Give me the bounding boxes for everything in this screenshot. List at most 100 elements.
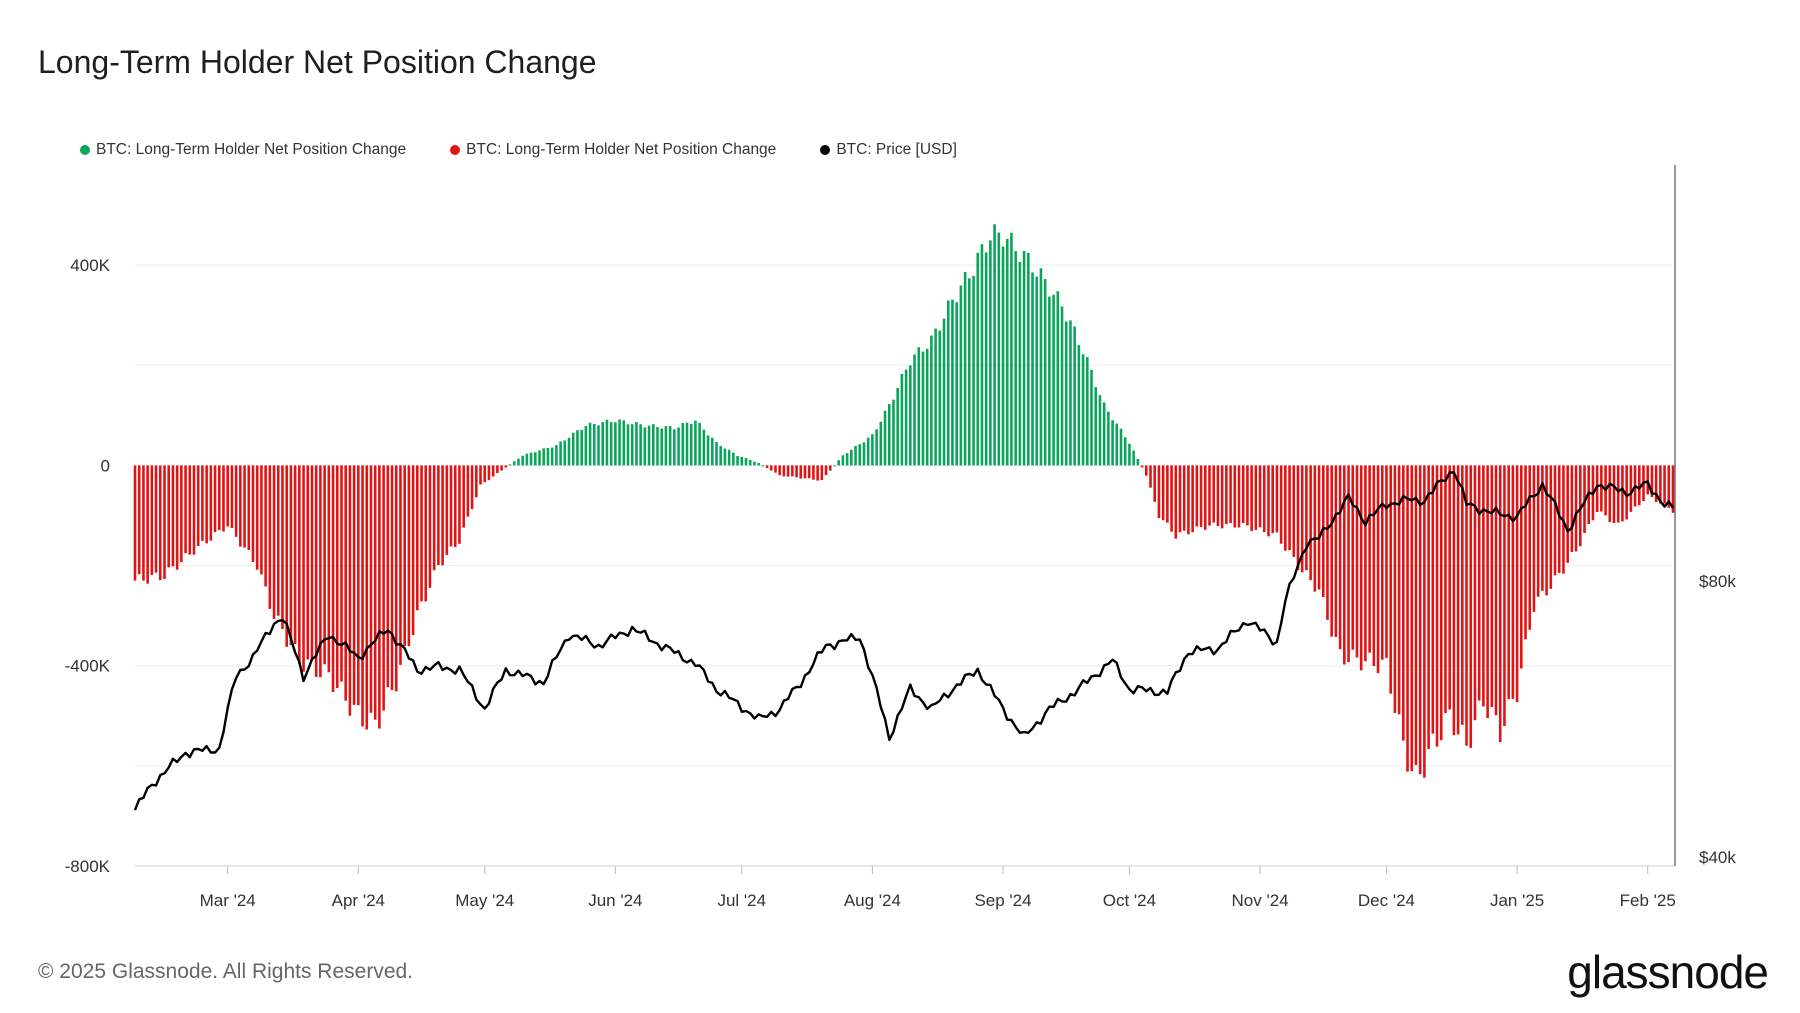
- bar-mark: [959, 285, 963, 466]
- x-tick-label: Sep '24: [974, 891, 1031, 910]
- bar-mark: [222, 465, 225, 532]
- bar-mark: [1444, 465, 1447, 714]
- bar-mark: [1220, 465, 1224, 529]
- bar-mark: [154, 465, 158, 573]
- bar-mark: [1326, 465, 1329, 620]
- y-tick-label-left: 0: [101, 456, 110, 475]
- bar-mark: [1174, 465, 1178, 539]
- bar-mark: [736, 455, 739, 466]
- bar-mark: [833, 465, 836, 467]
- bar-mark: [685, 422, 689, 466]
- bar-mark: [441, 465, 444, 566]
- bar-mark: [795, 465, 798, 478]
- bar-mark: [1056, 291, 1060, 466]
- bar-mark: [761, 465, 765, 467]
- legend-item-lth-negative[interactable]: BTC: Long-Term Holder Net Position Chang…: [450, 141, 776, 159]
- price-line: [133, 471, 1675, 811]
- bar-mark: [845, 453, 849, 466]
- bar-mark: [1578, 465, 1582, 547]
- bar-mark: [1385, 465, 1388, 658]
- bar-mark: [302, 465, 305, 672]
- bar-mark: [264, 465, 267, 587]
- bar-mark: [281, 465, 284, 630]
- bar-mark: [841, 455, 845, 466]
- bar-mark: [1503, 465, 1506, 727]
- bar-mark: [171, 465, 175, 567]
- bar-mark: [357, 465, 360, 706]
- bar-mark: [765, 465, 769, 468]
- bar-mark: [1149, 465, 1152, 488]
- bar-mark: [1090, 369, 1093, 466]
- bar-mark: [1161, 465, 1165, 521]
- bar-mark: [921, 351, 925, 466]
- bar-mark: [879, 421, 883, 466]
- bar-mark: [618, 419, 621, 466]
- bar-mark: [1330, 465, 1333, 637]
- bar-mark: [563, 440, 567, 466]
- bar-mark: [580, 429, 583, 466]
- bar-mark: [272, 465, 276, 619]
- bar-mark: [803, 465, 807, 479]
- bar-mark: [411, 465, 415, 636]
- bar-mark: [1364, 465, 1367, 662]
- bar-mark: [651, 424, 655, 466]
- bar-mark: [719, 446, 723, 466]
- bar-mark: [984, 252, 988, 466]
- bar-mark: [428, 465, 432, 588]
- bar-mark: [925, 348, 929, 466]
- bar-mark: [1170, 465, 1173, 532]
- bar-mark: [904, 369, 908, 466]
- bar-mark: [1031, 272, 1034, 466]
- bar-mark: [1233, 465, 1237, 528]
- bar-mark: [972, 275, 975, 466]
- bar-mark: [559, 441, 562, 466]
- bar-mark: [310, 465, 314, 660]
- legend-item-lth-positive[interactable]: BTC: Long-Term Holder Net Position Chang…: [80, 141, 406, 159]
- bar-mark: [1043, 279, 1047, 466]
- bar-mark: [727, 449, 731, 466]
- bar-mark: [807, 465, 811, 479]
- bar-mark: [1663, 465, 1666, 504]
- bar-mark: [1262, 465, 1266, 533]
- bar-mark: [668, 426, 672, 466]
- bar-mark: [976, 252, 980, 466]
- bar-mark: [1406, 465, 1409, 772]
- bar-mark: [163, 465, 166, 579]
- bar-mark: [146, 465, 149, 584]
- bar-mark: [394, 465, 398, 692]
- bar-mark: [458, 465, 461, 544]
- bar-mark: [1267, 465, 1270, 537]
- bar-mark: [1048, 296, 1051, 466]
- legend-item-price[interactable]: BTC: Price [USD]: [820, 141, 957, 159]
- bar-mark: [1368, 465, 1371, 653]
- bar-mark: [576, 430, 579, 466]
- bar-mark: [1052, 294, 1055, 466]
- bar-mark: [748, 459, 752, 466]
- bar-mark: [373, 465, 377, 720]
- bar-mark: [1423, 465, 1426, 778]
- bar-mark: [1397, 465, 1401, 715]
- bar-mark: [702, 429, 706, 466]
- copyright-footer: © 2025 Glassnode. All Rights Reserved.: [38, 960, 414, 983]
- bar-mark: [1140, 465, 1144, 468]
- bar-mark: [635, 421, 638, 466]
- bar-mark: [538, 450, 541, 466]
- bar-mark: [989, 240, 992, 466]
- bar-mark: [896, 388, 899, 466]
- bar-mark: [626, 424, 630, 466]
- bar-mark: [706, 435, 710, 466]
- bar-mark: [1321, 465, 1325, 598]
- bar-mark: [1553, 465, 1557, 576]
- bar-mark: [837, 460, 840, 466]
- bar-mark: [1195, 465, 1199, 527]
- bar-mark: [1541, 465, 1544, 591]
- bar-mark: [369, 465, 373, 713]
- bar-mark: [1355, 465, 1359, 658]
- bar-mark: [643, 427, 647, 466]
- bar-mark: [546, 447, 550, 466]
- bar-mark: [201, 465, 204, 541]
- bar-mark: [1296, 465, 1300, 571]
- bar-mark: [1102, 402, 1106, 466]
- x-tick-label: Mar '24: [200, 891, 256, 910]
- x-tick-label: Aug '24: [844, 891, 901, 910]
